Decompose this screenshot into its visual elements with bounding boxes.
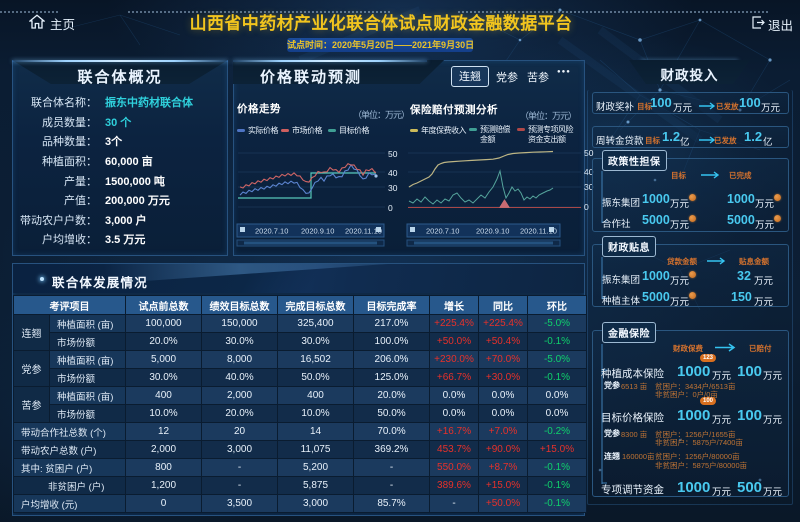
svg-text:2020.9.10: 2020.9.10 [476,227,509,236]
svg-text:0: 0 [584,202,589,212]
svg-text:2020.7.10: 2020.7.10 [426,227,459,236]
svg-text:0: 0 [388,203,393,213]
svg-text:2020.7.10: 2020.7.10 [255,227,288,236]
svg-text:40: 40 [584,167,594,177]
svg-text:30: 30 [388,183,398,193]
svg-text:40: 40 [388,168,398,178]
svg-text:50: 50 [388,149,398,159]
svg-text:30: 30 [584,182,594,192]
svg-text:2020.9.10: 2020.9.10 [301,227,334,236]
svg-text:50: 50 [584,148,594,158]
svg-text:2020.11.10: 2020.11.10 [345,227,382,236]
svg-text:2020.11.10: 2020.11.10 [520,227,557,236]
